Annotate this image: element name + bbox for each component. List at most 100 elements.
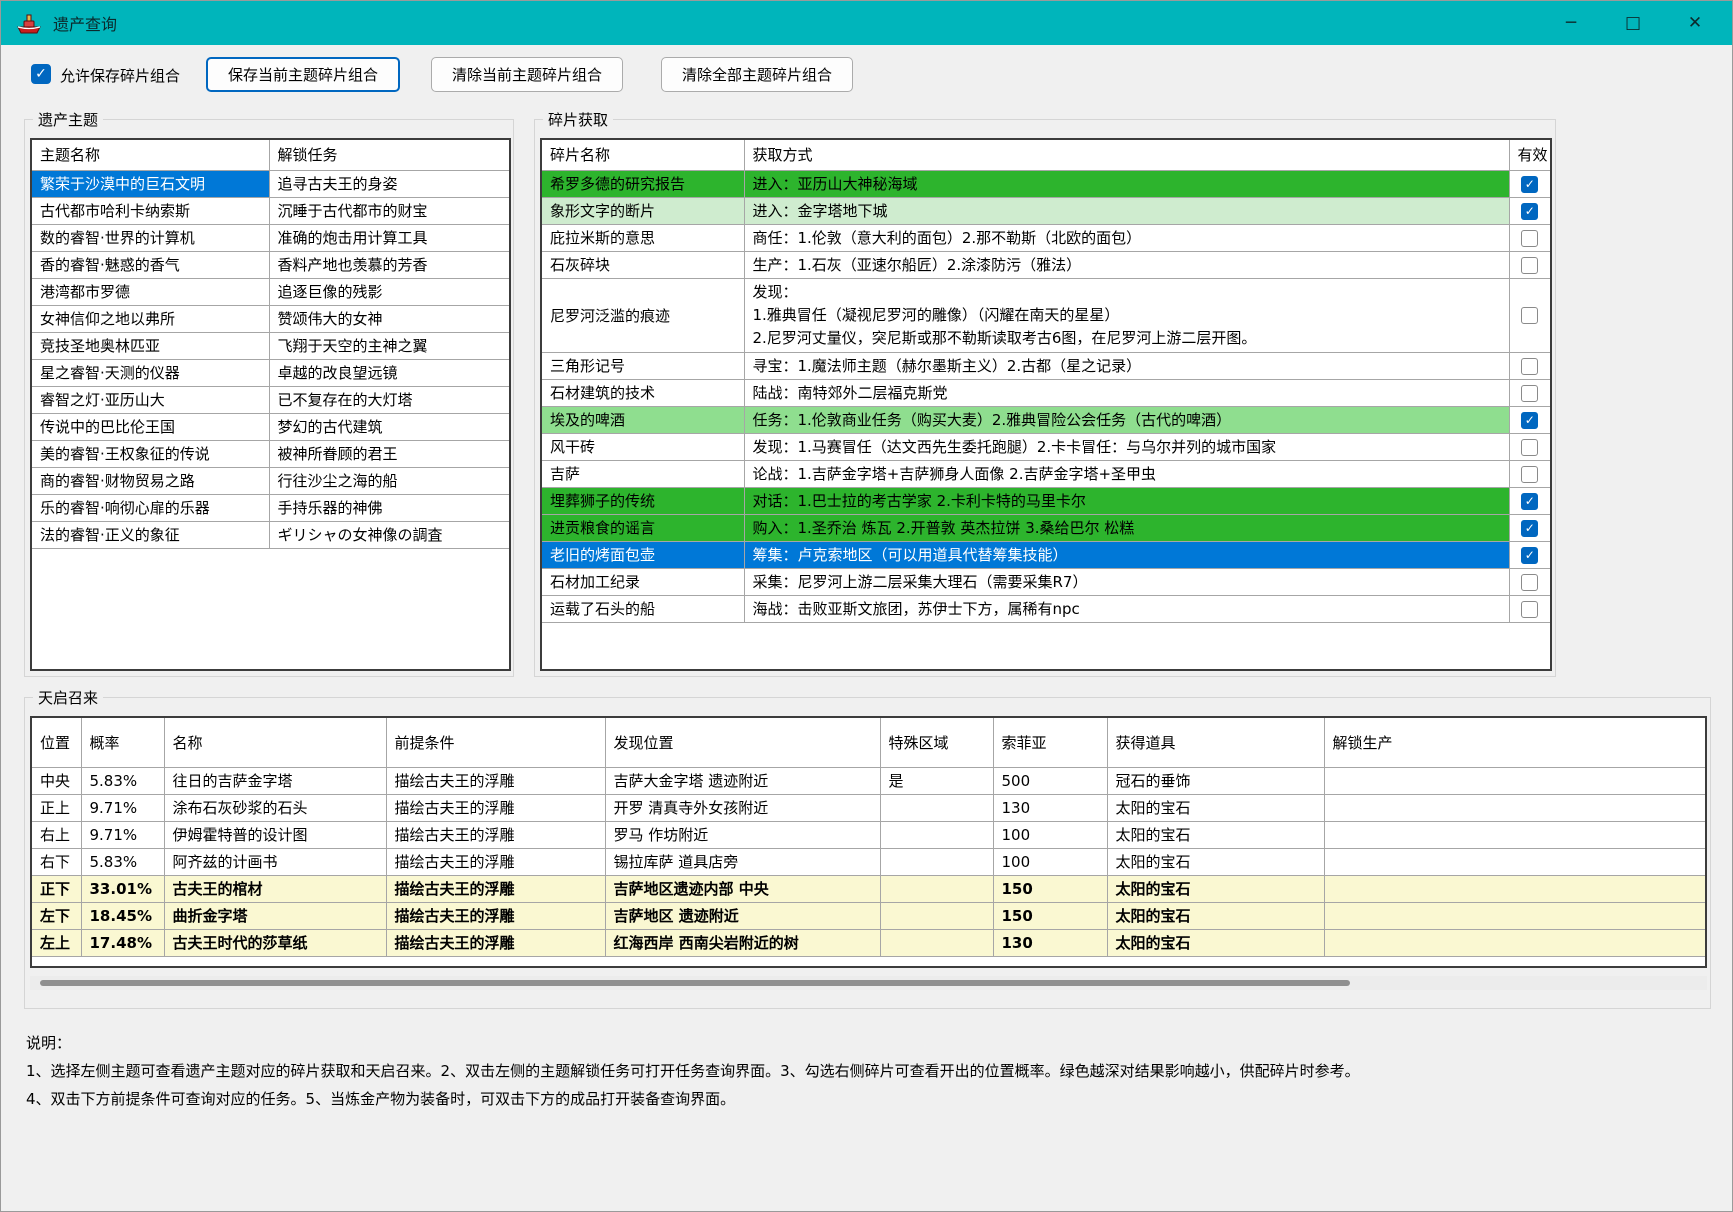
summon-cell-pos: 左下 — [32, 902, 82, 930]
fragment-row[interactable]: 运载了石头的船 海战：击败亚斯文旅团，苏伊士下方，属稀有npc — [542, 595, 1550, 623]
valid-checkbox[interactable]: ✓ — [1521, 519, 1539, 537]
summon-row[interactable]: 左下 18.45% 曲折金字塔 描绘古夫王的浮雕 吉萨地区 遗迹附近 150 太阳的宝石 — [32, 902, 1705, 930]
theme-name-cell: 古代都市哈利卡纳索斯 — [32, 197, 270, 225]
save-current-combo-button[interactable]: 保存当前主题碎片组合 — [206, 57, 401, 92]
fragment-row[interactable]: 希罗多德的研究报告 进入：亚历山大神秘海域 ✓ — [542, 170, 1550, 198]
summon-cell-pos: 中央 — [32, 767, 82, 795]
summon-cell-unlock — [1324, 794, 1705, 822]
valid-checkbox[interactable]: ✓ — [1521, 546, 1539, 564]
fragment-method-cell: 任务：1.伦敦商业任务（购买大麦）2.雅典冒险公会任务（古代的啤酒） — [744, 406, 1510, 434]
valid-checkbox[interactable] — [1521, 438, 1539, 456]
theme-row[interactable]: 繁荣于沙漠中的巨石文明 追寻古夫王的身姿 — [32, 170, 509, 198]
theme-task-cell: 行往沙尘之海的船 — [269, 467, 509, 495]
theme-name-cell: 商的睿智·财物贸易之路 — [32, 467, 270, 495]
theme-row[interactable]: 乐的睿智·响彻心扉的乐器 手持乐器的神佛 — [32, 494, 509, 522]
notes-block: 说明： 1、选择左侧主题可查看遗产主题对应的碎片获取和天启召来。2、双击左侧的主… — [26, 1029, 1360, 1113]
fragment-row[interactable]: 尼罗河泛滥的痕迹 发现： 1.雅典冒任（凝视尼罗河的雕像）（闪耀在南天的星星） 2.尼… — [542, 278, 1550, 353]
summon-cell-loc: 吉萨地区 遗迹附近 — [605, 902, 881, 930]
summon-cell-cond: 描绘古夫王的浮雕 — [386, 767, 606, 795]
summon-cell-prob: 17.48% — [81, 929, 165, 957]
summon-cell-prob: 33.01% — [81, 875, 165, 903]
summon-cell-cond: 描绘古夫王的浮雕 — [386, 794, 606, 822]
theme-row[interactable]: 港湾都市罗德 追逐巨像的残影 — [32, 278, 509, 306]
summon-row[interactable]: 右下 5.83% 阿齐兹的计画书 描绘古夫王的浮雕 锡拉库萨 道具店旁 100 太阳的宝石 — [32, 848, 1705, 876]
theme-row[interactable]: 女神信仰之地以弗所 赞颂伟大的女神 — [32, 305, 509, 333]
fragment-valid-cell: ✓ — [1509, 541, 1550, 569]
theme-row[interactable]: 法的睿智·正义的象征 ギリシャの女神像の調査 — [32, 521, 509, 549]
summon-row[interactable]: 左上 17.48% 古夫王时代的莎草纸 描绘古夫王的浮雕 红海西岸 西南尖岩附近的树 13… — [32, 929, 1705, 957]
fragment-row[interactable]: 象形文字的断片 进入：金字塔地下城 ✓ — [542, 197, 1550, 225]
fragment-row[interactable]: 吉萨 论战：1.吉萨金字塔+吉萨狮身人面像 2.吉萨金字塔+圣甲虫 — [542, 460, 1550, 488]
fragment-row[interactable]: 埋葬狮子的传统 对话：1.巴士拉的考古学家 2.卡利卡特的马里卡尔 ✓ — [542, 487, 1550, 515]
clear-all-combo-button[interactable]: 清除全部主题碎片组合 — [661, 57, 854, 92]
summon-header-5: 特殊区域 — [880, 718, 994, 768]
summon-cell-cond: 描绘古夫王的浮雕 — [386, 848, 606, 876]
fragment-row[interactable]: 埃及的啤酒 任务：1.伦敦商业任务（购买大麦）2.雅典冒险公会任务（古代的啤酒） ✓ — [542, 406, 1550, 434]
theme-row[interactable]: 美的睿智·王权象征的传说 被神所眷顾的君王 — [32, 440, 509, 468]
summon-header-7: 获得道具 — [1107, 718, 1325, 768]
fragment-name-cell: 风干砖 — [542, 433, 745, 461]
summon-row[interactable]: 右上 9.71% 伊姆霍特普的设计图 描绘古夫王的浮雕 罗马 作坊附近 100 太阳的宝石 — [32, 821, 1705, 849]
horizontal-scrollbar[interactable] — [30, 976, 1707, 990]
theme-name-cell: 法的睿智·正义的象征 — [32, 521, 270, 549]
theme-row[interactable]: 香的睿智·魅惑的香气 香料产地也羡慕的芳香 — [32, 251, 509, 279]
close-button[interactable]: ✕ — [1687, 13, 1703, 33]
fragment-method-cell: 寻宝：1.魔法师主题（赫尔墨斯主义）2.古都（星之记录） — [744, 352, 1510, 380]
valid-checkbox[interactable] — [1521, 229, 1539, 247]
summon-header-4: 发现位置 — [605, 718, 881, 768]
valid-checkbox[interactable]: ✓ — [1521, 492, 1539, 510]
theme-row[interactable]: 星之睿智·天测的仪器 卓越的改良望远镜 — [32, 359, 509, 387]
fragment-row[interactable]: 石材加工纪录 采集：尼罗河上游二层采集大理石（需要采集R7） — [542, 568, 1550, 596]
theme-row[interactable]: 传说中的巴比伦王国 梦幻的古代建筑 — [32, 413, 509, 441]
horizontal-scrollbar-thumb[interactable] — [40, 980, 1350, 986]
fragment-row[interactable]: 三角形记号 寻宝：1.魔法师主题（赫尔墨斯主义）2.古都（星之记录） — [542, 352, 1550, 380]
theme-name-cell: 港湾都市罗德 — [32, 278, 270, 306]
summon-row[interactable]: 正下 33.01% 古夫王的棺材 描绘古夫王的浮雕 吉萨地区遗迹内部 中央 150 太阳的宝… — [32, 875, 1705, 903]
themes-header-name: 主题名称 — [32, 140, 270, 171]
summon-cell-pos: 右上 — [32, 821, 82, 849]
summon-cell-prob: 18.45% — [81, 902, 165, 930]
fragment-valid-cell — [1509, 595, 1550, 623]
fragment-method-cell: 海战：击败亚斯文旅团，苏伊士下方，属稀有npc — [744, 595, 1510, 623]
valid-checkbox[interactable] — [1521, 256, 1539, 274]
theme-row[interactable]: 竞技圣地奥林匹亚 飞翔于天空的主神之翼 — [32, 332, 509, 360]
fragment-row[interactable]: 石灰碎块 生产：1.石灰（亚速尔船匠）2.涂漆防污（雅法） — [542, 251, 1550, 279]
fragment-row[interactable]: 庇拉米斯的意思 商任：1.伦敦（意大利的面包）2.那不勒斯（北欧的面包） — [542, 224, 1550, 252]
fragment-valid-cell — [1509, 352, 1550, 380]
window-title: 遗产查询 — [53, 15, 118, 34]
maximize-button[interactable]: □ — [1624, 13, 1642, 33]
allow-save-label: 允许保存碎片组合 — [60, 67, 181, 85]
theme-task-cell: 手持乐器的神佛 — [269, 494, 509, 522]
fragment-name-cell: 希罗多德的研究报告 — [542, 170, 745, 198]
clear-current-combo-button[interactable]: 清除当前主题碎片组合 — [431, 57, 624, 92]
valid-checkbox[interactable]: ✓ — [1521, 411, 1539, 429]
theme-row[interactable]: 古代都市哈利卡纳索斯 沉睡于古代都市的财宝 — [32, 197, 509, 225]
fragment-row[interactable]: 进贡粮食的谣言 购入：1.圣乔治 炼瓦 2.开普敦 英杰拉饼 3.桑给巴尔 松糕 ✓ — [542, 514, 1550, 542]
fragment-row[interactable]: 风干砖 发现：1.马赛冒任（达文西先生委托跑腿）2.卡卡冒任：与乌尔并列的城市国家 — [542, 433, 1550, 461]
theme-row[interactable]: 商的睿智·财物贸易之路 行往沙尘之海的船 — [32, 467, 509, 495]
summon-row[interactable]: 正上 9.71% 涂布石灰砂浆的石头 描绘古夫王的浮雕 开罗 清真寺外女孩附近 130 太阳… — [32, 794, 1705, 822]
summon-header-0: 位置 — [32, 718, 82, 768]
allow-save-checkbox[interactable]: ✓ — [31, 64, 51, 84]
valid-checkbox[interactable] — [1521, 307, 1539, 324]
summon-row[interactable]: 中央 5.83% 往日的吉萨金字塔 描绘古夫王的浮雕 吉萨大金字塔 遗迹附近是 500 冠石… — [32, 767, 1705, 795]
valid-checkbox[interactable]: ✓ — [1521, 202, 1539, 220]
summon-cell-name: 古夫王的棺材 — [164, 875, 387, 903]
valid-checkbox[interactable]: ✓ — [1521, 175, 1539, 193]
valid-checkbox[interactable] — [1521, 357, 1539, 375]
fragments-table-container: 碎片名称 获取方式 有效 希罗多德的研究报告 进入：亚历山大神秘海域 ✓ 象形文字的断… — [540, 138, 1552, 671]
theme-row[interactable]: 数的睿智·世界的计算机 准确的炮击用计算工具 — [32, 224, 509, 252]
fragment-valid-cell — [1509, 251, 1550, 279]
valid-checkbox[interactable] — [1521, 465, 1539, 483]
valid-checkbox[interactable] — [1521, 384, 1539, 402]
minimize-button[interactable]: ─ — [1565, 13, 1577, 33]
fragments-header-method: 获取方式 — [744, 140, 1510, 171]
valid-checkbox[interactable] — [1521, 600, 1539, 618]
fragment-row[interactable]: 老旧的烤面包壶 筹集：卢克索地区（可以用道具代替筹集技能） ✓ — [542, 541, 1550, 569]
fragment-row[interactable]: 石材建筑的技术 陆战：南特郊外二层福克斯党 — [542, 379, 1550, 407]
fragment-name-cell: 庇拉米斯的意思 — [542, 224, 745, 252]
theme-row[interactable]: 睿智之灯·亚历山大 已不复存在的大灯塔 — [32, 386, 509, 414]
valid-checkbox[interactable] — [1521, 573, 1539, 591]
fragment-valid-cell — [1509, 433, 1550, 461]
theme-task-cell: 准确的炮击用计算工具 — [269, 224, 509, 252]
